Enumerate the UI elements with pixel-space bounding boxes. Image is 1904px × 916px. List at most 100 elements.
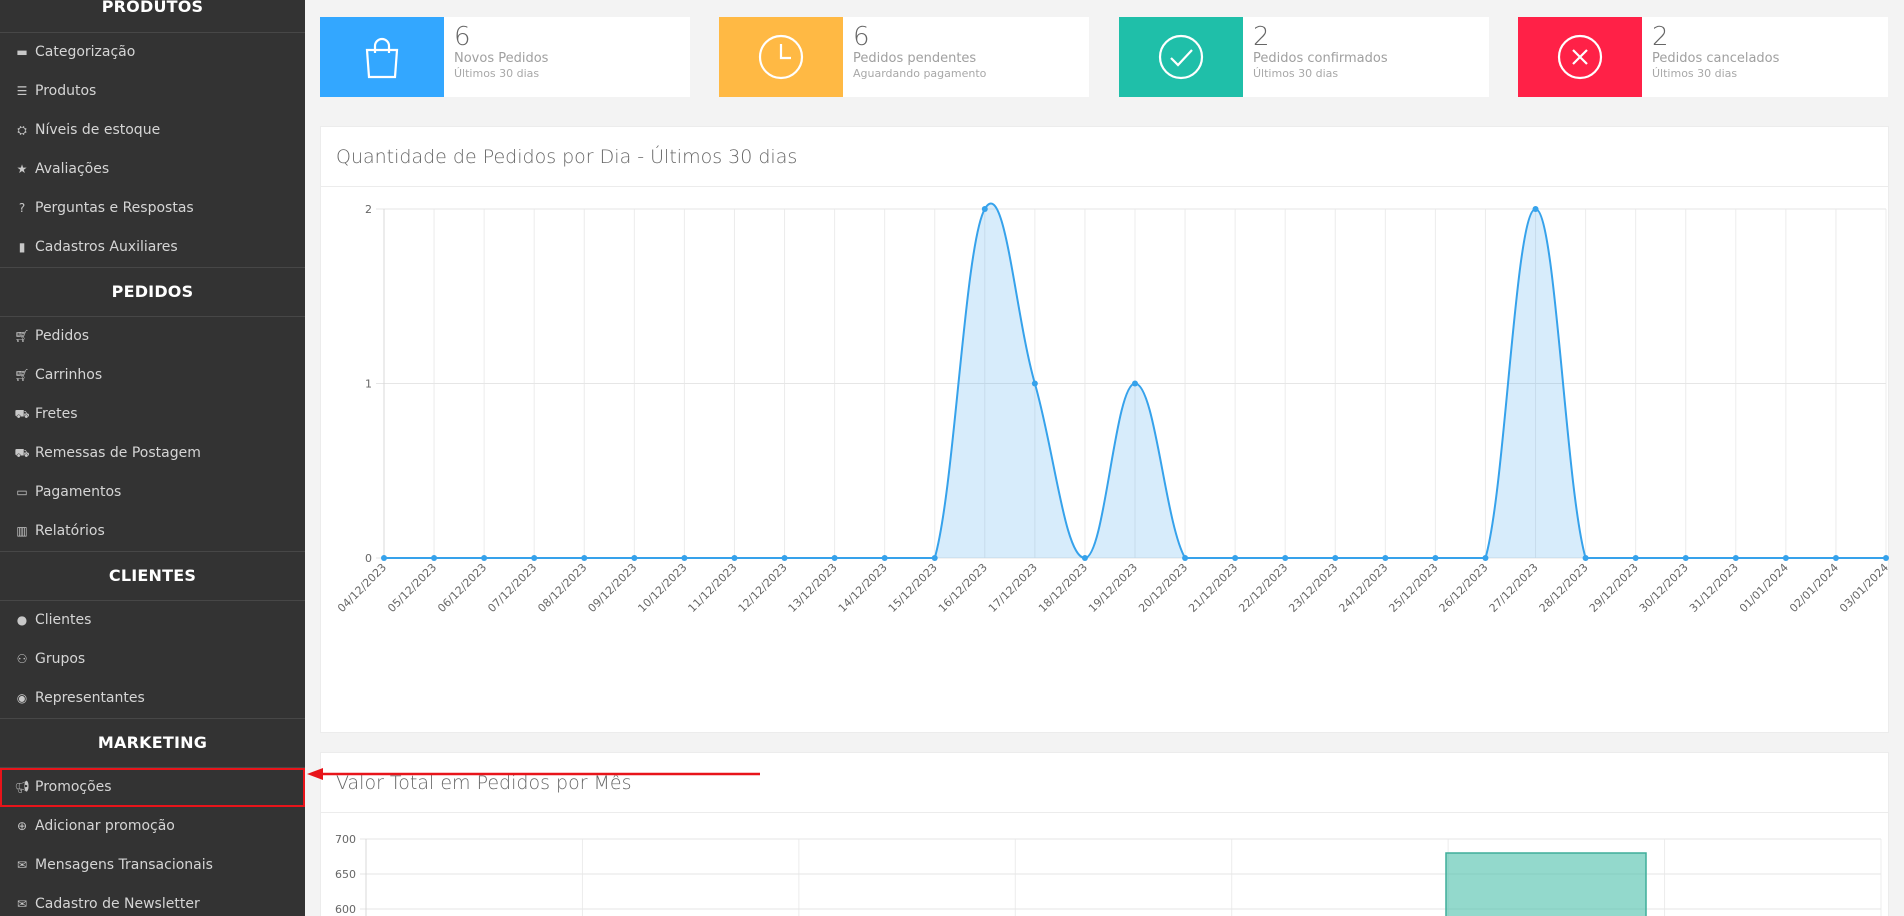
data-point[interactable] — [1482, 555, 1489, 561]
sidebar-item-carrinhos[interactable]: 🛒︎ Carrinhos — [0, 356, 305, 395]
x-tick-label: 16/12/2023 — [936, 561, 990, 615]
orders-value-title: Valor Total em Pedidos por Mês — [321, 753, 1888, 813]
data-point[interactable] — [1432, 555, 1439, 561]
sidebar-item-remessas-de-postagem[interactable]: ⛟ Remessas de Postagem — [0, 434, 305, 473]
data-point[interactable] — [931, 555, 938, 561]
x-tick-label: 17/12/2023 — [986, 561, 1040, 615]
sidebar-item-pedidos[interactable]: 🛒︎ Pedidos — [0, 317, 305, 356]
sidebar-item-label: Remessas de Postagem — [35, 445, 201, 461]
stat-label: Pedidos cancelados — [1652, 51, 1780, 66]
bar[interactable] — [1445, 852, 1647, 916]
sidebar-item-adicionar-promoção[interactable]: ⊕ Adicionar promoção — [0, 807, 305, 846]
data-point[interactable] — [1282, 555, 1289, 561]
x-tick-label: 12/12/2023 — [736, 561, 790, 615]
x-tick-label: 03/01/2024 — [1837, 561, 1890, 615]
data-point[interactable] — [1132, 380, 1138, 387]
sidebar-item-perguntas-e-respostas[interactable]: ? Perguntas e Respostas — [0, 189, 305, 228]
y-tick-label: 650 — [335, 868, 356, 881]
sidebar-item-cadastro-de-newsletter[interactable]: ✉ Cadastro de Newsletter — [0, 885, 305, 916]
sidebar-item-grupos[interactable]: ⚇ Grupos — [0, 640, 305, 679]
sidebar: PRODUTOS ▬ Categorização ☰ Produtos ⛭ Níveis d… — [0, 0, 305, 916]
data-point[interactable] — [481, 555, 488, 561]
stat-card-4[interactable]: 2 Pedidos cancelados Últimos 30 dias — [1518, 17, 1888, 97]
data-point[interactable] — [731, 555, 738, 561]
data-point[interactable] — [1582, 555, 1589, 561]
stat-card-text: 6 Pedidos pendentes Aguardando pagamento — [843, 17, 996, 97]
bullhorn-icon: 📢︎ — [14, 780, 30, 794]
data-point[interactable] — [1732, 555, 1739, 561]
cart-icon: 🛒︎ — [14, 368, 30, 382]
y-tick-label: 0 — [365, 552, 372, 565]
x-tick-label: 20/12/2023 — [1136, 561, 1190, 615]
stat-card-3[interactable]: 2 Pedidos confirmados Últimos 30 dias — [1119, 17, 1489, 97]
sidebar-item-clientes[interactable]: ● Clientes — [0, 601, 305, 640]
sidebar-item-cadastros-auxiliares[interactable]: ▮ Cadastros Auxiliares — [0, 228, 305, 267]
sidebar-item-níveis-de-estoque[interactable]: ⛭ Níveis de estoque — [0, 111, 305, 150]
plus-circle-icon: ⊕ — [16, 819, 28, 833]
data-point[interactable] — [1883, 555, 1889, 561]
x-tick-label: 25/12/2023 — [1386, 561, 1440, 615]
file-icon: ▮ — [18, 240, 26, 254]
x-tick-label: 29/12/2023 — [1587, 561, 1641, 615]
area-fill — [384, 203, 1886, 559]
orders-per-day-chart: 0 1 2 04/12/202305/12/202306/12/202307/12/2… — [335, 202, 1890, 615]
x-tick-label: 13/12/2023 — [786, 561, 840, 615]
stat-card-1[interactable]: 6 Novos Pedidos Últimos 30 dias — [320, 17, 690, 97]
x-circle-icon — [1518, 17, 1642, 97]
bar-chart-icon: ▥ — [16, 524, 28, 538]
data-point[interactable] — [1232, 555, 1239, 561]
stat-number: 2 — [1652, 22, 1669, 52]
sidebar-item-avaliações[interactable]: ★ Avaliações — [0, 150, 305, 189]
data-point[interactable] — [781, 555, 788, 561]
envelope-icon: ✉ — [16, 897, 28, 911]
data-point[interactable] — [881, 555, 888, 561]
truck-icon: ⛟ — [14, 407, 30, 421]
data-point[interactable] — [581, 555, 588, 561]
x-tick-label: 15/12/2023 — [886, 561, 940, 615]
sidebar-item-label: Fretes — [35, 406, 78, 422]
x-tick-label: 26/12/2023 — [1437, 561, 1491, 615]
data-point[interactable] — [1182, 555, 1189, 561]
sidebar-item-promoções[interactable]: 📢︎ Promoções — [0, 768, 305, 807]
data-point[interactable] — [1081, 555, 1088, 561]
data-point[interactable] — [1632, 555, 1639, 561]
data-point[interactable] — [1031, 380, 1038, 387]
x-tick-label: 14/12/2023 — [836, 561, 890, 615]
orders-value-panel: Valor Total em Pedidos por Mês 600 650 700 — [320, 752, 1889, 916]
sidebar-item-pagamentos[interactable]: ▭ Pagamentos — [0, 473, 305, 512]
stat-label: Novos Pedidos — [454, 51, 549, 66]
x-tick-label: 05/12/2023 — [385, 561, 439, 615]
data-point[interactable] — [1382, 555, 1389, 561]
x-tick-label: 08/12/2023 — [535, 561, 589, 615]
cart-icon: 🛒︎ — [14, 329, 30, 343]
stat-card-2[interactable]: 6 Pedidos pendentes Aguardando pagamento — [719, 17, 1089, 97]
data-point[interactable] — [1532, 206, 1539, 212]
sidebar-item-mensagens-transacionais[interactable]: ✉ Mensagens Transacionais — [0, 846, 305, 885]
data-point[interactable] — [381, 555, 387, 561]
data-point[interactable] — [631, 555, 638, 561]
data-point[interactable] — [531, 555, 538, 561]
stat-label: Pedidos confirmados — [1253, 51, 1388, 66]
sidebar-item-representantes[interactable]: ◉ Representantes — [0, 679, 305, 718]
data-point[interactable] — [1782, 555, 1789, 561]
sidebar-item-categorização[interactable]: ▬ Categorização — [0, 33, 305, 72]
data-point[interactable] — [981, 206, 988, 212]
sidebar-item-relatórios[interactable]: ▥ Relatórios — [0, 512, 305, 551]
sidebar-item-produtos[interactable]: ☰ Produtos — [0, 72, 305, 111]
sidebar-item-label: Representantes — [35, 690, 145, 706]
data-point[interactable] — [1832, 555, 1839, 561]
x-tick-label: 28/12/2023 — [1537, 561, 1591, 615]
stat-card-text: 2 Pedidos confirmados Últimos 30 dias — [1243, 17, 1398, 97]
data-point[interactable] — [1682, 555, 1689, 561]
data-point[interactable] — [831, 555, 838, 561]
data-point[interactable] — [431, 555, 438, 561]
data-point[interactable] — [1332, 555, 1339, 561]
x-tick-label: 10/12/2023 — [635, 561, 689, 615]
x-tick-label: 01/01/2024 — [1737, 561, 1791, 615]
x-tick-label: 11/12/2023 — [686, 561, 740, 615]
shopping-bag-icon — [320, 17, 444, 97]
data-point[interactable] — [681, 555, 688, 561]
sidebar-item-fretes[interactable]: ⛟ Fretes — [0, 395, 305, 434]
clock-icon — [719, 17, 843, 97]
sidebar-section-pedidos: PEDIDOS — [0, 267, 305, 317]
